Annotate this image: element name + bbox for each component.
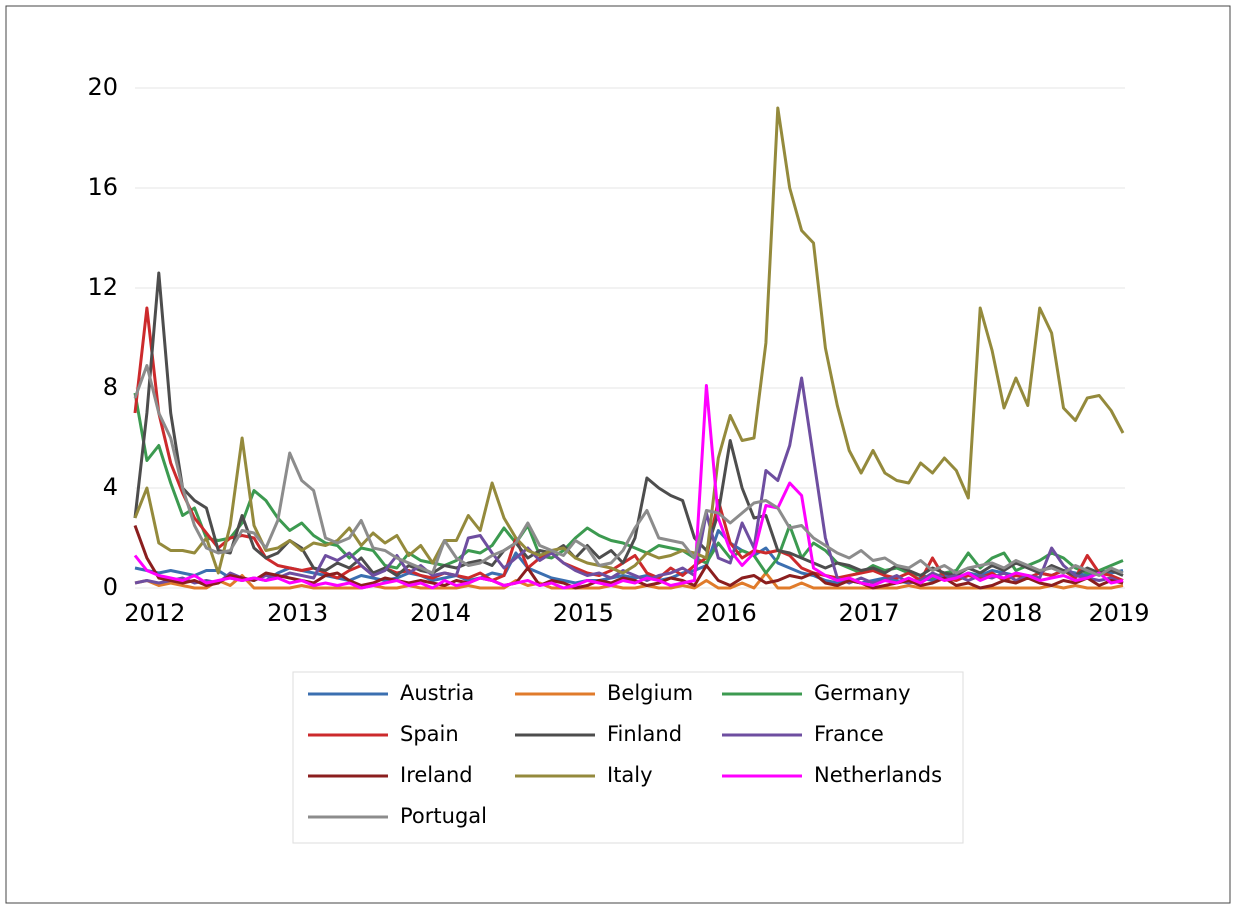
x-tick-label: 2019: [1088, 599, 1149, 627]
x-tick-label: 2015: [553, 599, 614, 627]
y-tick-label: 20: [87, 73, 118, 101]
legend-label: Italy: [607, 763, 653, 787]
x-tick-label: 2014: [410, 599, 471, 627]
y-tick-label: 4: [103, 473, 118, 501]
legend-label: Spain: [400, 722, 459, 746]
series-line: [134, 571, 1124, 590]
legend-label: Austria: [400, 681, 474, 705]
legend-label: Portugal: [400, 804, 487, 828]
x-tick-label: 2017: [838, 599, 899, 627]
x-tick-label: 2012: [124, 599, 185, 627]
series-line: [133, 106, 1125, 575]
series-line: [133, 392, 1124, 580]
legend-label: Germany: [814, 681, 911, 705]
legend-label: Ireland: [400, 763, 473, 787]
legend-label: France: [814, 722, 884, 746]
legend-box: [292, 671, 964, 844]
legend-label: Finland: [607, 722, 682, 746]
y-tick-label: 12: [87, 273, 118, 301]
x-tick-label: 2018: [981, 599, 1042, 627]
y-tick-label: 0: [103, 573, 118, 601]
series-line: [133, 271, 1124, 577]
y-tick-label: 8: [103, 373, 118, 401]
x-tick-label: 2016: [696, 599, 757, 627]
series-line: [133, 364, 1124, 577]
series-line: [133, 384, 1124, 590]
x-tick-label: 2013: [267, 599, 328, 627]
legend-label: Belgium: [607, 681, 693, 705]
y-tick-label: 16: [87, 173, 118, 201]
series-line: [133, 306, 1124, 582]
legend-label: Netherlands: [814, 763, 942, 787]
